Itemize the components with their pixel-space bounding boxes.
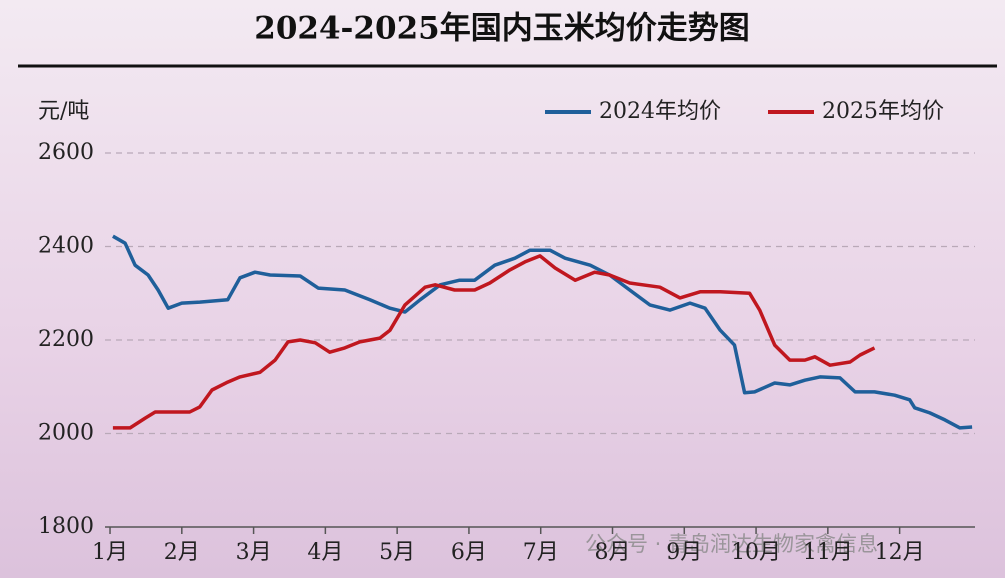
x-tick-label: 9月 (666, 540, 702, 565)
x-tick-label: 1月 (92, 540, 128, 565)
line-series (112, 234, 973, 430)
line-series (112, 254, 876, 430)
x-tick-label: 10月 (731, 540, 781, 565)
legend-label: 2024年均价 (599, 99, 721, 124)
y-tick-label: 2200 (38, 327, 94, 352)
y-tick-label: 2400 (38, 234, 94, 259)
x-tick-label: 6月 (451, 540, 487, 565)
x-tick-label: 2月 (164, 540, 200, 565)
x-tick-label: 11月 (803, 540, 853, 565)
y-axis-label: 元/吨 (38, 99, 89, 124)
x-tick-label: 8月 (595, 540, 631, 565)
x-tick-label: 12月 (875, 540, 925, 565)
x-tick-label: 3月 (236, 540, 272, 565)
y-tick-label: 2000 (38, 421, 94, 446)
watermark: 公众号 · 青岛润达生物家禽信息 (585, 532, 878, 556)
legend-label: 2025年均价 (822, 99, 944, 124)
x-tick-label: 4月 (307, 540, 343, 565)
x-tick-label: 5月 (379, 540, 415, 565)
y-tick-label: 2600 (38, 140, 94, 165)
x-tick-label: 7月 (523, 540, 559, 565)
y-tick-label: 1800 (38, 514, 94, 539)
chart-title: 2024-2025年国内玉米均价走势图 (254, 11, 749, 47)
